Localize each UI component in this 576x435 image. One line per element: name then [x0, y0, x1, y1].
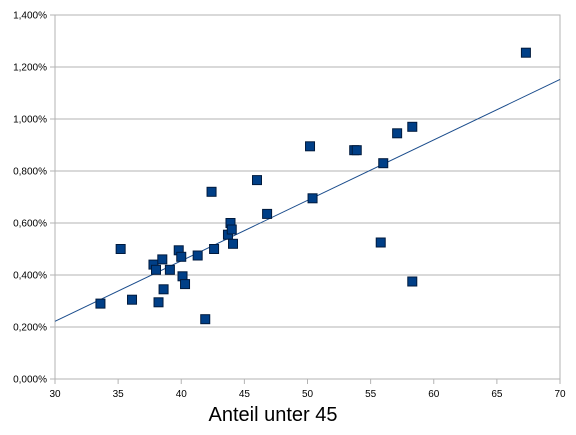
- x-tick-label: 45: [239, 389, 251, 400]
- data-points: [95, 47, 531, 325]
- data-point: [209, 244, 220, 254]
- x-tick-label: 35: [113, 389, 125, 400]
- data-point: [375, 237, 386, 248]
- y-tick-label: 1,000%: [13, 115, 47, 126]
- x-tick-label: 65: [491, 389, 503, 400]
- x-tick-label: 70: [554, 389, 566, 400]
- data-point: [158, 284, 169, 295]
- data-point: [307, 193, 318, 204]
- y-tick-label: 0,200%: [13, 323, 47, 334]
- data-point: [407, 276, 418, 287]
- data-point: [228, 238, 239, 249]
- y-axis-ticks: 0,000% 0,200% 0,400% 0,600% 0,800% 1,000% 1,20…: [13, 11, 55, 386]
- data-point: [157, 254, 168, 265]
- data-point: [262, 208, 273, 219]
- data-point: [226, 224, 237, 235]
- data-point: [520, 47, 531, 58]
- x-axis-title: Anteil unter 45: [209, 404, 338, 426]
- data-point: [192, 250, 203, 261]
- y-tick-label: 0,400%: [13, 271, 47, 282]
- x-tick-label: 30: [49, 389, 61, 400]
- data-point: [151, 264, 161, 275]
- data-point: [200, 314, 211, 325]
- trendline-layer: [54, 79, 561, 322]
- x-tick-label: 55: [365, 389, 377, 400]
- data-point: [115, 244, 126, 254]
- y-tick-label: 0,600%: [13, 219, 47, 230]
- x-axis-ticks: 30 35 40 45 50 55 60 65 70: [49, 379, 566, 400]
- x-tick-label: 60: [428, 389, 440, 400]
- y-tick-label: 1,400%: [13, 11, 47, 22]
- data-point: [305, 141, 316, 152]
- data-point: [127, 294, 138, 305]
- data-point: [176, 251, 187, 262]
- trendline: [54, 79, 561, 322]
- data-point: [206, 186, 217, 197]
- data-point: [95, 298, 106, 309]
- data-point: [392, 128, 403, 139]
- x-tick-label: 40: [176, 389, 188, 400]
- data-point: [252, 175, 262, 186]
- data-point: [153, 297, 164, 308]
- data-point: [407, 121, 418, 132]
- data-point: [180, 279, 191, 290]
- x-tick-label: 50: [302, 389, 314, 400]
- y-tick-label: 1,200%: [13, 63, 47, 74]
- y-tick-label: 0,800%: [13, 167, 47, 178]
- data-point: [164, 264, 175, 275]
- gridlines: [55, 14, 560, 380]
- data-point: [351, 145, 362, 156]
- y-tick-label: 0,000%: [13, 375, 47, 386]
- data-point: [378, 158, 389, 169]
